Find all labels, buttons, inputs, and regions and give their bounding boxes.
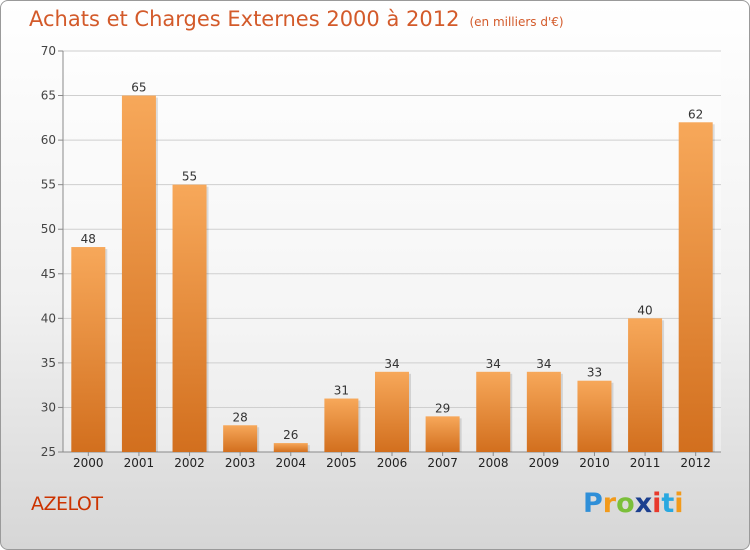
logo-letter: r bbox=[602, 488, 617, 519]
x-tick-label: 2008 bbox=[478, 456, 509, 470]
bar-2001 bbox=[121, 95, 156, 453]
x-tick-label: 2005 bbox=[326, 456, 357, 470]
value-label: 40 bbox=[637, 303, 652, 317]
value-label: 29 bbox=[435, 401, 450, 415]
x-tick-label: 2010 bbox=[579, 456, 610, 470]
value-label: 55 bbox=[182, 170, 197, 184]
logo-letter: P bbox=[583, 488, 603, 519]
x-tick-label: 2002 bbox=[174, 456, 205, 470]
y-tick-label: 45 bbox=[41, 267, 56, 281]
y-tick-label: 50 bbox=[41, 222, 56, 236]
y-tick-label: 60 bbox=[41, 133, 56, 147]
proxiti-logo: Proxiti bbox=[583, 488, 684, 519]
x-tick-label: 2006 bbox=[377, 456, 408, 470]
logo-letter: x bbox=[634, 488, 653, 519]
value-label: 34 bbox=[384, 357, 399, 371]
chart-title-text: Achats et Charges Externes 2000 à 2012 bbox=[29, 7, 460, 31]
bars bbox=[71, 95, 715, 453]
value-label: 65 bbox=[131, 81, 146, 95]
value-label: 31 bbox=[334, 384, 349, 398]
value-label: 34 bbox=[536, 357, 551, 371]
value-label: 62 bbox=[688, 107, 703, 121]
logo-letter: o bbox=[616, 488, 635, 519]
bar-2008 bbox=[476, 371, 511, 452]
value-label: 48 bbox=[81, 232, 96, 246]
logo-letter: i bbox=[674, 488, 684, 519]
bar-2011 bbox=[628, 318, 663, 452]
x-tick-label: 2007 bbox=[427, 456, 458, 470]
bar-2002 bbox=[172, 184, 207, 452]
bar-2009 bbox=[526, 371, 561, 452]
bar-2000 bbox=[71, 247, 106, 452]
city-name: AZELOT bbox=[31, 493, 103, 515]
bar-2007 bbox=[425, 416, 460, 452]
y-tick-label: 65 bbox=[41, 89, 56, 103]
logo-letter: i bbox=[652, 488, 662, 519]
value-label: 28 bbox=[233, 410, 248, 424]
bar-2010 bbox=[577, 380, 612, 452]
value-label: 26 bbox=[283, 428, 298, 442]
x-tick-label: 2011 bbox=[630, 456, 661, 470]
y-tick-label: 25 bbox=[41, 445, 56, 459]
x-tick-label: 2000 bbox=[73, 456, 104, 470]
bar-2012 bbox=[678, 122, 713, 453]
value-label: 34 bbox=[486, 357, 501, 371]
chart-title: Achats et Charges Externes 2000 à 2012 (e… bbox=[29, 7, 564, 31]
x-tick-label: 2012 bbox=[680, 456, 711, 470]
x-tick-label: 2009 bbox=[529, 456, 560, 470]
y-tick-label: 35 bbox=[41, 356, 56, 370]
logo-letter: t bbox=[661, 488, 675, 519]
bar-2004 bbox=[273, 443, 308, 452]
x-tick-label: 2003 bbox=[225, 456, 256, 470]
value-label: 33 bbox=[587, 366, 602, 380]
x-tick-label: 2004 bbox=[275, 456, 306, 470]
x-tick-label: 2001 bbox=[124, 456, 155, 470]
bar-2006 bbox=[375, 371, 409, 452]
y-tick-label: 40 bbox=[41, 311, 56, 325]
y-tick-label: 70 bbox=[41, 44, 56, 58]
labels: 25 30 35 40 45 50 55 60 65 70 48 2000 65 2001 55 2002 28… bbox=[41, 44, 711, 470]
bar-2003 bbox=[223, 425, 258, 452]
bar-2005 bbox=[324, 398, 359, 452]
y-tick-label: 55 bbox=[41, 178, 56, 192]
y-tick-label: 30 bbox=[41, 400, 56, 414]
chart-unit: (en milliers d'€) bbox=[469, 15, 564, 29]
